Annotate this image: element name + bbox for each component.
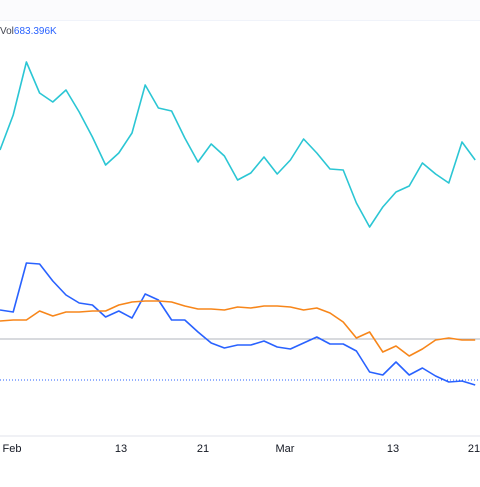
series-line-orange (0, 300, 476, 357)
x-tick-label: Feb (3, 443, 22, 455)
x-tick-label: Mar (276, 443, 295, 455)
series-line-blue (0, 262, 476, 386)
volume-legend: Vol683.396K (0, 26, 57, 38)
volume-label: Vol (0, 26, 14, 37)
x-tick-label: 21 (468, 443, 480, 455)
x-tick-label: 21 (197, 443, 209, 455)
volume-value: 683.396K (13, 26, 57, 37)
series-line-teal (0, 61, 476, 228)
toolbar-strip (0, 0, 480, 21)
x-tick-label: 13 (115, 443, 127, 455)
x-tick-label: 13 (387, 443, 399, 455)
